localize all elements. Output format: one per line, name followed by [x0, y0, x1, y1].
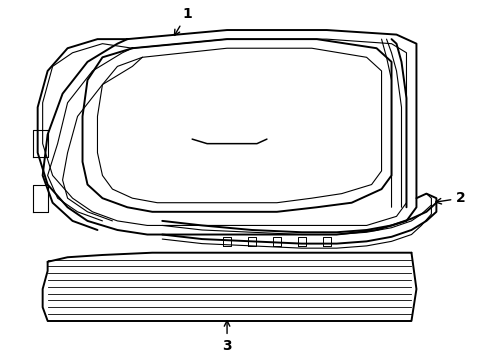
Text: 3: 3 — [222, 321, 231, 353]
Text: 1: 1 — [174, 7, 192, 35]
Text: 2: 2 — [435, 191, 465, 205]
